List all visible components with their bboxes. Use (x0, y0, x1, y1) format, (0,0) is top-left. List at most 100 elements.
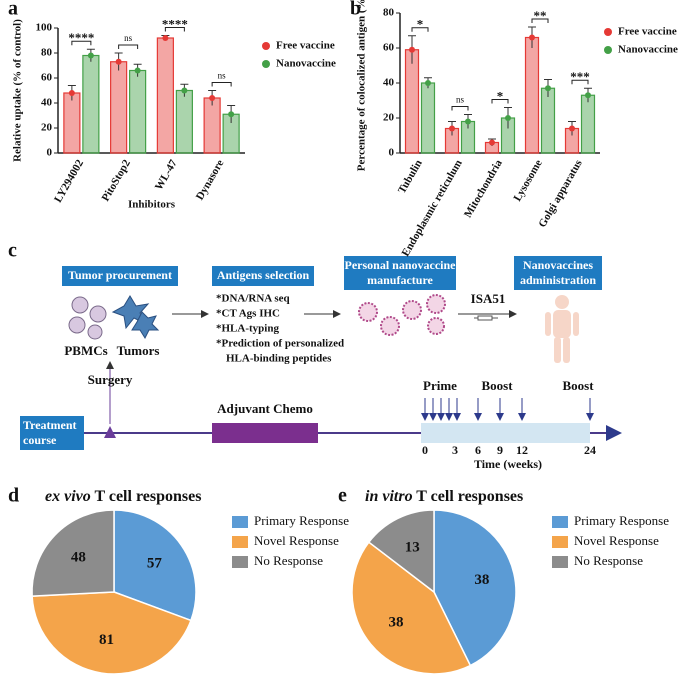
adjuvant-label: ISA51 (471, 291, 506, 306)
legend-swatch (232, 516, 248, 528)
legend-label: Nanovaccine (618, 44, 678, 56)
significance-bracket (71, 40, 92, 46)
time-tick: 9 (497, 443, 503, 457)
tumor-cells (111, 295, 160, 340)
slice-label: 81 (99, 632, 114, 648)
time-axis-label: Time (weeks) (474, 457, 542, 471)
y-tick-label: 80 (41, 47, 53, 59)
legend-label: Novel Response (574, 533, 659, 548)
time-tick: 3 (452, 443, 458, 457)
slice-label: 57 (147, 555, 163, 571)
title-rest: T cell responses (94, 488, 201, 505)
chart-title: ex vivo T cell responses (45, 488, 201, 505)
x-tick-label: Dynasore (194, 158, 227, 203)
y-tick-label: 40 (41, 97, 53, 109)
chemo-label: Adjuvant Chemo (217, 401, 313, 416)
chemo-bar (212, 423, 318, 443)
course-wrap: Treatment course (23, 418, 77, 447)
sample-label: Tumors (117, 343, 160, 358)
bar (203, 97, 221, 154)
y-tick-label: 20 (41, 122, 53, 134)
bar (540, 87, 556, 154)
legend-label: Novel Response (254, 533, 339, 548)
selection-item: HLA-binding peptides (226, 353, 332, 365)
x-tick-label: Lysosome (511, 158, 544, 204)
significance-label: ns (218, 71, 227, 81)
bar-dot (209, 95, 216, 101)
course-label: Treatment course (23, 418, 77, 447)
step: Tumor procurement (68, 268, 172, 282)
bar (63, 92, 81, 154)
y-tick-label: 100 (36, 22, 53, 34)
significance-label: *** (570, 69, 590, 84)
bar-dot (134, 67, 141, 74)
legend-swatch (552, 516, 568, 528)
step-box (212, 266, 314, 286)
significance-bracket (164, 27, 185, 32)
bar-dot (181, 87, 188, 94)
bar-dot (162, 35, 169, 41)
step: Personal nanovaccine manufacture (344, 258, 456, 287)
significance-bracket (531, 18, 549, 23)
step-box (344, 256, 456, 290)
surgery-label: Surgery (88, 372, 133, 387)
bar (110, 61, 128, 154)
sample-label: PBMCs (64, 343, 107, 358)
significance-bracket (571, 79, 589, 85)
bar (82, 54, 100, 154)
bar-dot (87, 52, 94, 59)
legend-swatch (262, 60, 270, 68)
significance-label: ns (456, 95, 465, 105)
legend-swatch (552, 536, 568, 548)
time-tick: 24 (584, 443, 596, 457)
pie-slice (433, 509, 517, 667)
bar-dot (505, 115, 511, 121)
bar-dot (115, 58, 122, 65)
bar (524, 36, 540, 154)
pie-slice (31, 509, 115, 597)
y-tick-label: 60 (41, 72, 53, 84)
slice-label: 48 (71, 550, 86, 566)
selection-item: *HLA-typing (216, 323, 279, 335)
legend-label: Primary Response (254, 513, 349, 528)
y-tick-label: 80 (383, 7, 395, 19)
boost-label: Boost (481, 378, 513, 393)
selection-item: *Prediction of personalized (216, 338, 344, 350)
time-tick: 0 (422, 443, 428, 457)
legend-swatch (232, 556, 248, 568)
bar (175, 89, 193, 154)
panel-label: e (338, 485, 347, 507)
legend-label: Free vaccine (276, 40, 335, 52)
bar-dot (545, 85, 551, 92)
significance-bracket (211, 82, 232, 87)
title-italic: in vitro (365, 488, 413, 505)
time-tick: 12 (516, 443, 528, 457)
significance-label: * (497, 88, 504, 103)
pie-slice (367, 509, 435, 594)
panel-label: a (8, 0, 18, 20)
chart-title: in vitro T cell responses (365, 488, 523, 505)
dose-arrows (421, 398, 594, 421)
x-tick-label: WL-47 (153, 157, 180, 192)
legend-swatch (604, 28, 612, 36)
legend-swatch (232, 536, 248, 548)
pie-slice (113, 509, 197, 622)
x-axis-label: Inhibitors (128, 199, 176, 211)
step-box (514, 256, 602, 290)
significance-label: **** (162, 16, 188, 31)
panel-label: b (350, 0, 361, 20)
bar (404, 49, 420, 154)
pie-slice (351, 541, 472, 675)
bar-dot (585, 92, 591, 99)
selection-item: *CT Ags IHC (216, 308, 280, 320)
bar-dot (489, 139, 495, 146)
bar-dot (569, 125, 575, 132)
legend-swatch (262, 42, 270, 50)
y-tick-label: 0 (47, 147, 53, 159)
legend-label: No Response (574, 553, 643, 568)
course-box (20, 416, 84, 450)
step-wrap: Personal nanovaccine manufacture (344, 258, 456, 287)
selection-item: *DNA/RNA seq (216, 293, 291, 305)
legend-label: No Response (254, 553, 323, 568)
